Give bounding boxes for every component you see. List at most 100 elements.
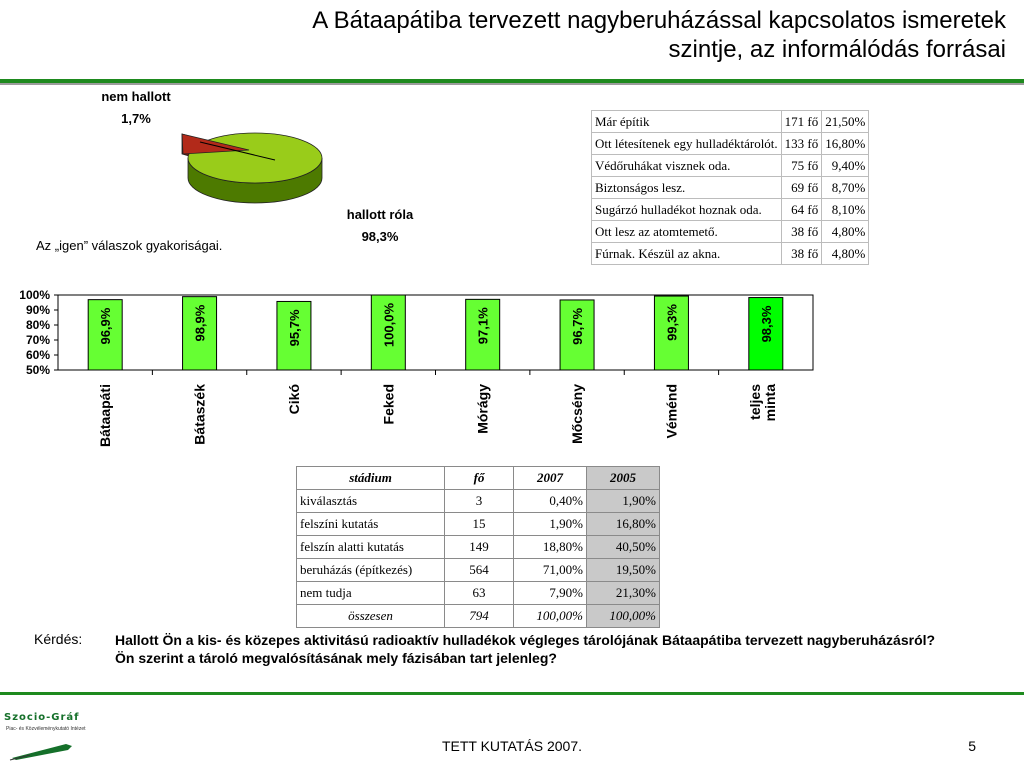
bar: [276, 300, 312, 371]
pie-label-nem-hallott: nem hallott 1,7%: [86, 86, 186, 130]
stage-header-2007: 2007: [513, 466, 587, 490]
company-logo: Szocio-Gráf Piac- és Közvéleménykutató I…: [4, 712, 90, 762]
bar: [653, 295, 689, 371]
stage-2005: 21,30%: [586, 581, 660, 605]
stage-name: felszíni kutatás: [296, 512, 445, 536]
logo-name: Szocio-Gráf: [4, 712, 80, 723]
info-sources-table-body: Már építik 171 fő 21,50% Ott létesítenek eg…: [591, 110, 870, 265]
category-label: Cikó: [286, 384, 302, 414]
question-text: Hallott Ön a kis- és közepes aktivitású …: [115, 631, 995, 667]
plot-area: [57, 294, 814, 371]
info-count: 133 fő: [780, 132, 823, 155]
info-text: Ott létesítenek egy hulladéktárolót.: [591, 132, 782, 155]
stage-total-2007: 100,00%: [513, 604, 587, 628]
stage-total-count: 794: [444, 604, 514, 628]
question-label: Kérdés:: [34, 631, 83, 647]
info-row: Ott lesz az atomtemető. 38 fő 4,80%: [591, 220, 870, 243]
stage-row: kiválasztás 3 0,40% 1,90%: [296, 489, 660, 513]
bar-value-label: 97,1%: [476, 307, 491, 344]
bar-value-label: 96,7%: [570, 308, 585, 345]
stage-row: felszíni kutatás 15 1,90% 16,80%: [296, 512, 660, 536]
info-text: Ott lesz az atomtemető.: [591, 220, 782, 243]
stage-name: nem tudja: [296, 581, 445, 605]
info-row: Biztonságos lesz. 69 fő 8,70%: [591, 176, 870, 199]
category-label: Bátaszék: [192, 384, 208, 445]
info-text: Fúrnak. Készül az akna.: [591, 242, 782, 265]
y-tick-label: 50%: [26, 363, 50, 377]
stage-2005: 16,80%: [586, 512, 660, 536]
stage-table-body: kiválasztás 3 0,40% 1,90% felszíni kutatás 15…: [296, 489, 660, 628]
info-count: 38 fő: [780, 220, 823, 243]
title-line-2: szintje, az informálódás forrásai: [668, 36, 1006, 63]
info-count: 38 fő: [780, 242, 823, 265]
stage-count: 63: [444, 581, 514, 605]
pie-label-hallott-value: 98,3%: [361, 229, 399, 244]
title-rule-green: [0, 79, 1024, 83]
stage-2005: 40,50%: [586, 535, 660, 559]
question-line-2: Ön szerint a tároló megvalósításának mel…: [115, 650, 557, 666]
y-tick-label: 70%: [26, 333, 50, 347]
bar: [559, 299, 595, 371]
info-pct: 8,10%: [821, 198, 870, 221]
bar-value-label: 95,7%: [287, 309, 302, 346]
stage-header-fo: fő: [444, 466, 514, 490]
info-pct: 21,50%: [821, 110, 870, 133]
title-rule-grey: [0, 83, 1024, 85]
info-count: 69 fő: [780, 176, 823, 199]
info-row: Ott létesítenek egy hulladéktárolót. 133 …: [591, 132, 870, 155]
pie-label-leader: [199, 141, 276, 161]
bar-chart-caption: Az „igen” válaszok gyakoriságai.: [36, 238, 223, 253]
stage-count: 15: [444, 512, 514, 536]
stage-row: nem tudja 63 7,90% 21,30%: [296, 581, 660, 605]
info-row: Már építik 171 fő 21,50%: [591, 110, 870, 133]
info-row: Sugárzó hulladékot hoznak oda. 64 fő 8,10%: [591, 198, 870, 221]
y-tick-label: 100%: [19, 288, 50, 302]
stage-name: beruházás (építkezés): [296, 558, 445, 582]
info-count: 171 fő: [780, 110, 823, 133]
stage-name: felszín alatti kutatás: [296, 535, 445, 559]
stage-2007: 71,00%: [513, 558, 587, 582]
pie-label-nem-hallott-name: nem hallott: [101, 89, 171, 104]
pie-label-nem-hallott-value: 1,7%: [121, 111, 151, 126]
page-number: 5: [968, 738, 976, 754]
y-tick-label: 60%: [26, 348, 50, 362]
pie-label-hallott-name: hallott róla: [346, 207, 414, 222]
stage-row: felszín alatti kutatás 149 18,80% 40,50%: [296, 535, 660, 559]
category-label: Bátaapáti: [97, 384, 113, 447]
stage-2007: 0,40%: [513, 489, 587, 513]
y-tick-label: 80%: [26, 318, 50, 332]
bar: [748, 297, 784, 371]
stage-total-row: összesen 794 100,00% 100,00%: [296, 604, 660, 628]
bar: [465, 298, 501, 371]
stage-name: kiválasztás: [296, 489, 445, 513]
bar-value-label: 98,3%: [759, 305, 774, 342]
pen-icon: [9, 744, 72, 761]
pie-chart: [181, 132, 323, 204]
bar: [370, 294, 406, 371]
question-line-1: Hallott Ön a kis- és közepes aktivitású …: [115, 632, 936, 648]
info-text: Biztonságos lesz.: [591, 176, 782, 199]
bar: [87, 299, 123, 371]
category-label: Feked: [380, 384, 396, 424]
info-pct: 4,80%: [821, 220, 870, 243]
stage-2005: 19,50%: [586, 558, 660, 582]
info-row: Védőruhákat visznek oda. 75 fő 9,40%: [591, 154, 870, 177]
stage-2007: 18,80%: [513, 535, 587, 559]
stage-count: 564: [444, 558, 514, 582]
category-label: teljes: [747, 384, 763, 420]
category-label: Mórágy: [475, 384, 491, 434]
stage-row: beruházás (építkezés) 564 71,00% 19,50%: [296, 558, 660, 582]
bar-value-label: 99,3%: [664, 304, 679, 341]
stage-total-2005: 100,00%: [586, 604, 660, 628]
stage-2005: 1,90%: [586, 489, 660, 513]
stage-2007: 7,90%: [513, 581, 587, 605]
stage-count: 3: [444, 489, 514, 513]
info-count: 64 fő: [780, 198, 823, 221]
info-pct: 4,80%: [821, 242, 870, 265]
info-text: Sugárzó hulladékot hoznak oda.: [591, 198, 782, 221]
footer-rule: [0, 692, 1024, 695]
category-label: minta: [762, 384, 778, 422]
info-text: Védőruhákat visznek oda.: [591, 154, 782, 177]
info-row: Fúrnak. Készül az akna. 38 fő 4,80%: [591, 242, 870, 265]
stage-total-name: összesen: [296, 604, 445, 628]
